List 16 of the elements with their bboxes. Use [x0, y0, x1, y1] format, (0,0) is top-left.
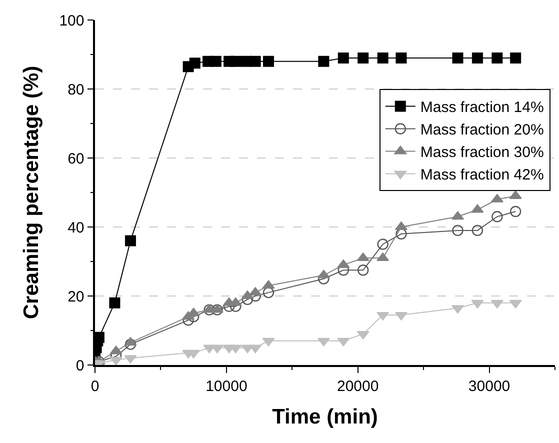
x-axis-title: Time (min)	[272, 405, 378, 428]
legend-label: Mass fraction 20%	[420, 122, 544, 139]
y-tick-label: 20	[68, 288, 84, 306]
legend-label: Mass fraction 30%	[420, 144, 544, 162]
y-tick-label: 40	[68, 219, 84, 236]
y-axis-title: Creaming percentage (%)	[20, 66, 43, 320]
legend-label: Mass fraction 14%	[420, 99, 544, 116]
legend-label: Mass fraction 42%	[420, 166, 544, 184]
y-tick-label: 60	[68, 150, 84, 168]
x-tick-label: 0	[90, 378, 100, 395]
y-tick-label: 80	[68, 81, 84, 98]
x-tick-label: 20000	[337, 378, 379, 395]
y-tick-label: 0	[76, 357, 84, 374]
x-tick-label: 10000	[206, 378, 248, 395]
x-tick-label: 30000	[468, 378, 510, 395]
y-tick-label: 100	[59, 12, 84, 30]
